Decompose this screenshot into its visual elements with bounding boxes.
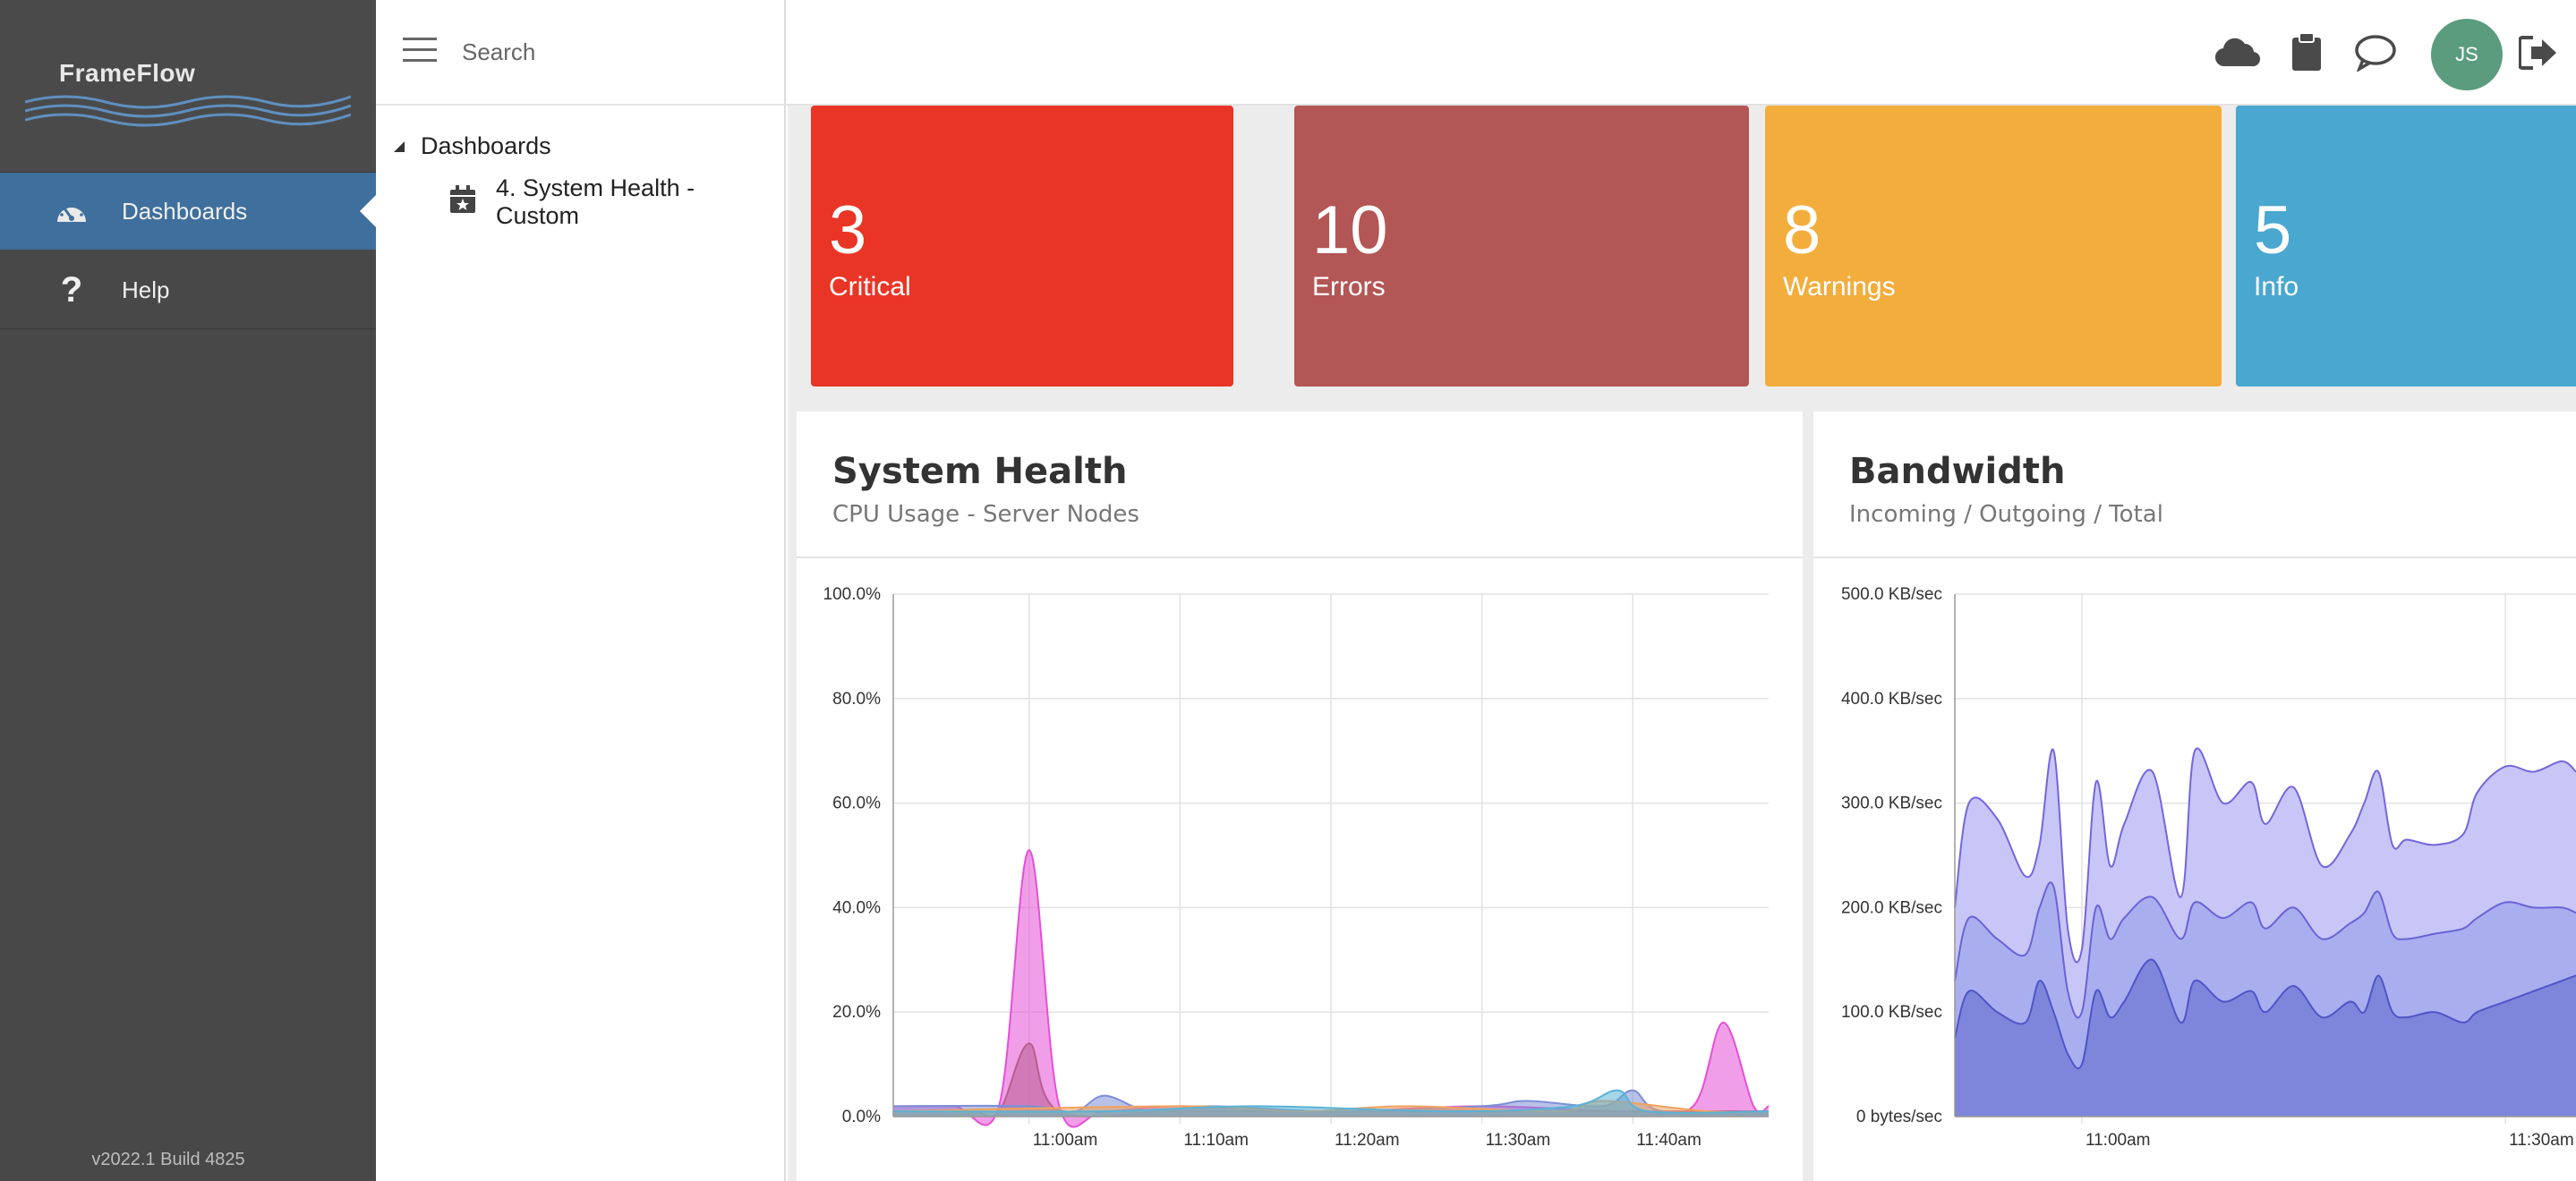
search-input[interactable]	[462, 38, 748, 66]
x-tick-label: 11:30am	[2509, 1131, 2574, 1150]
tree-node-dashboards[interactable]: Dashboards	[394, 132, 551, 160]
tree-node-system-health[interactable]: 4. System Health - Custom	[449, 174, 784, 230]
x-tick-label: 11:20am	[1335, 1131, 1400, 1150]
y-tick-label: 0 bytes/sec	[1856, 1108, 1942, 1126]
panel-subtitle: Incoming / Outgoing / Total	[1849, 501, 2163, 528]
sidebar-item-help[interactable]: ? Help	[0, 252, 376, 329]
system-health-panel: System Health CPU Usage - Server Nodes 0…	[797, 412, 1803, 1181]
logout-icon[interactable]	[2518, 36, 2558, 74]
y-tick-label: 500.0 KB/sec	[1841, 585, 1942, 604]
question-icon: ?	[60, 270, 83, 310]
critical-tile[interactable]: 3 Critical	[811, 106, 1233, 387]
logo[interactable]: FrameFlow	[0, 0, 376, 173]
series-line	[1954, 958, 2576, 1070]
chat-icon[interactable]	[2354, 34, 2397, 76]
errors-label: Errors	[1312, 272, 1386, 302]
y-tick-label: 40.0%	[832, 898, 881, 917]
x-tick-label: 11:10am	[1183, 1131, 1249, 1150]
avatar[interactable]: JS	[2431, 19, 2503, 90]
top-header: JS	[786, 0, 2576, 106]
dashboard-content: 3 Critical 10 Errors 8 Warnings 5 Info S…	[788, 106, 2576, 1181]
critical-label: Critical	[829, 272, 911, 302]
search-bar	[376, 0, 786, 106]
y-tick-label: 60.0%	[832, 794, 881, 813]
collapse-icon[interactable]	[394, 140, 405, 152]
panel-title: System Health	[832, 451, 1128, 492]
y-tick-label: 300.0 KB/sec	[1841, 794, 1942, 813]
x-tick-label: 11:00am	[1033, 1131, 1098, 1150]
logo-waves-icon	[25, 95, 351, 127]
panel-title: Bandwidth	[1849, 451, 2066, 492]
sidebar-item-label: Dashboards	[122, 197, 248, 225]
x-tick-label: 11:30am	[1486, 1131, 1551, 1150]
cpu-usage-chart[interactable]: 0.0% 20.0% 40.0% 60.0% 80.0% 100.0% 11:00am 11:…	[797, 558, 1803, 1181]
speedometer-icon	[36, 197, 107, 225]
info-label: Info	[2254, 272, 2299, 302]
errors-count: 10	[1312, 192, 1388, 268]
info-count: 5	[2254, 192, 2292, 268]
calendar-star-icon	[449, 184, 476, 220]
warnings-tile[interactable]: 8 Warnings	[1765, 106, 2222, 387]
cloud-icon[interactable]	[2214, 36, 2261, 72]
y-tick-label: 100.0 KB/sec	[1841, 1003, 1942, 1022]
panel-subtitle: CPU Usage - Server Nodes	[832, 501, 1139, 528]
active-indicator	[360, 195, 376, 227]
tree-node-label: 4. System Health - Custom	[496, 174, 695, 229]
logo-text: FrameFlow	[59, 59, 196, 87]
series-area	[893, 1090, 1769, 1117]
bandwidth-chart[interactable]: 0 bytes/sec 100.0 KB/sec 200.0 KB/sec 300.0…	[1813, 558, 2576, 1181]
y-tick-label: 0.0%	[842, 1108, 881, 1126]
series-line	[892, 1089, 1770, 1114]
clipboard-icon[interactable]	[2291, 32, 2322, 76]
y-tick-label: 400.0 KB/sec	[1841, 690, 1942, 709]
left-sidebar: FrameFlow Dashboards ? Help v2022.1 Buil…	[0, 0, 376, 1181]
y-tick-label: 80.0%	[832, 690, 881, 709]
warnings-count: 8	[1783, 192, 1821, 268]
panel-header: Bandwidth Incoming / Outgoing / Total	[1813, 412, 2576, 558]
y-tick-label: 20.0%	[832, 1003, 881, 1022]
bandwidth-panel: Bandwidth Incoming / Outgoing / Total 0 …	[1813, 412, 2576, 1181]
x-tick-label: 11:00am	[2086, 1131, 2151, 1150]
info-tile[interactable]: 5 Info	[2236, 106, 2576, 387]
series-line	[892, 1100, 1770, 1114]
menu-icon[interactable]	[403, 37, 437, 68]
series-area	[1955, 959, 2576, 1117]
sidebar-item-label: Help	[122, 276, 170, 303]
series-line	[1954, 881, 2576, 1019]
panel-header: System Health CPU Usage - Server Nodes	[797, 412, 1803, 558]
dashboard-tree-panel: Dashboards 4. System Health - Custom	[376, 0, 786, 1181]
warnings-label: Warnings	[1783, 272, 1896, 302]
series-line	[1954, 747, 2576, 964]
tree-node-label: Dashboards	[421, 132, 551, 159]
sidebar-item-dashboards[interactable]: Dashboards	[0, 173, 376, 250]
critical-count: 3	[829, 192, 867, 268]
errors-tile[interactable]: 10 Errors	[1294, 106, 1749, 387]
y-tick-label: 200.0 KB/sec	[1841, 898, 1942, 917]
y-tick-label: 100.0%	[823, 585, 882, 604]
version-label: v2022.1 Build 4825	[91, 1150, 245, 1169]
x-tick-label: 11:40am	[1636, 1131, 1702, 1150]
